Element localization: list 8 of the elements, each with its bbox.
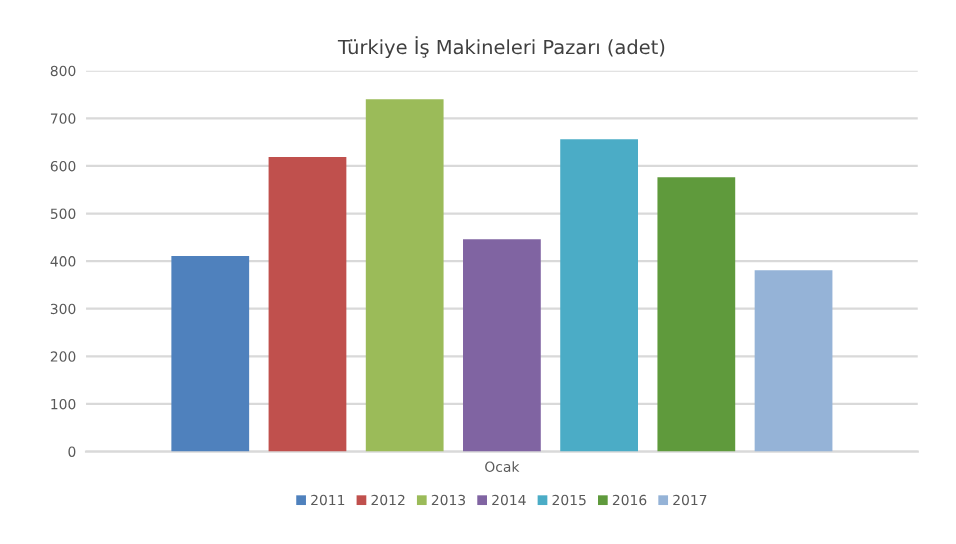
bar (463, 239, 541, 452)
bar (365, 99, 444, 452)
bar (754, 270, 833, 452)
chart-title: Türkiye İş Makineleri Pazarı (adet) (337, 36, 665, 59)
bar (171, 255, 250, 452)
bar (268, 156, 347, 452)
bar (560, 139, 638, 452)
bar (657, 177, 736, 452)
